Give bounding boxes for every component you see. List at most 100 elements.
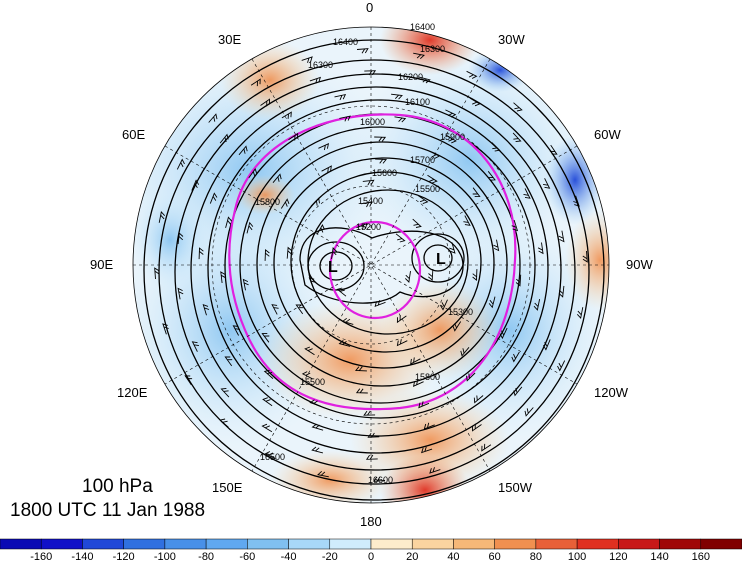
wind-barb	[355, 388, 368, 394]
wind-barb	[356, 222, 368, 230]
longitude-label-90w: 90W	[626, 257, 653, 272]
colorbar: -160 -140 -120 -100 -80 -60 -40 -20 0 20 40 60 80 100…	[0, 538, 742, 561]
contour-label: 15700	[410, 155, 435, 165]
contour-label: 16400	[333, 37, 358, 47]
wind-barb	[557, 360, 566, 372]
colorbar-tick-label: 120	[609, 551, 627, 561]
wind-barb	[440, 299, 448, 311]
colorbar-tick-label: -120	[113, 551, 135, 561]
wind-barb	[242, 278, 249, 291]
wind-barb	[162, 323, 169, 335]
longitude-label-60e: 60E	[122, 127, 146, 142]
longitude-label-60w: 60W	[594, 127, 621, 142]
low-center-marker: L	[328, 259, 338, 276]
wind-barb	[466, 372, 476, 382]
colorbar-box	[411, 538, 454, 550]
wind-barb	[391, 93, 403, 100]
wind-barb	[413, 52, 425, 60]
colorbar-tick-label: -100	[154, 551, 176, 561]
wind-barb	[176, 158, 185, 170]
wind-barb	[331, 247, 338, 259]
wind-barb	[412, 218, 422, 228]
colorbar-tick-label: 160	[692, 551, 710, 561]
wind-barb	[208, 113, 218, 123]
valid-time-label: 1800 UTC 11 Jan 1988	[10, 500, 206, 521]
wind-barb	[493, 239, 500, 252]
contour-label: 16600	[368, 475, 393, 485]
wind-barb	[260, 98, 270, 107]
wind-barb	[232, 325, 241, 336]
wind-barb	[472, 187, 481, 198]
wind-barb	[511, 219, 519, 232]
colorbar-boxes	[0, 538, 742, 550]
contour-label: 15400	[358, 196, 383, 206]
wind-barb	[295, 304, 304, 315]
graticule	[133, 27, 609, 503]
contour-label: 15800	[415, 372, 440, 382]
colorbar-box	[0, 538, 42, 550]
contour-label: 15600	[372, 168, 397, 178]
colorbar-box	[494, 538, 537, 550]
wind-barb	[410, 357, 421, 365]
wind-barb	[549, 144, 558, 155]
low-markers: L L	[328, 251, 446, 276]
wind-barb	[499, 327, 508, 340]
longitude-label-180: 180	[360, 514, 382, 529]
wind-barb	[576, 307, 584, 319]
wind-barb	[264, 451, 276, 460]
wind-barb	[271, 304, 279, 315]
wind-barb	[310, 197, 320, 207]
wind-barb	[280, 198, 290, 209]
contour-label: 16500	[260, 452, 285, 462]
wind-barb	[246, 221, 254, 234]
wind-barb	[513, 386, 523, 397]
wind-barb	[362, 179, 375, 186]
colorbar-tick-label: 100	[568, 551, 586, 561]
wind-barb	[491, 142, 501, 152]
colorbar-box	[40, 538, 83, 550]
wind-barb	[336, 287, 347, 297]
wind-barb	[396, 339, 408, 347]
wind-barb	[412, 379, 424, 387]
wind-barb	[198, 247, 204, 260]
contour-label: 16300	[420, 44, 445, 54]
wind-barb	[446, 134, 457, 144]
wind-barb	[374, 136, 387, 142]
wind-barb	[309, 76, 321, 84]
wind-barb	[250, 78, 261, 87]
wind-barb	[418, 76, 431, 84]
contour-label: 16300	[308, 60, 333, 70]
longitude-label-0: 0	[366, 0, 374, 15]
wind-barb	[264, 248, 270, 261]
wind-barb	[395, 233, 406, 243]
wind-barb	[428, 268, 434, 281]
colorbar-tick-label: 140	[650, 551, 668, 561]
wind-barb	[354, 366, 367, 372]
wind-barb	[573, 195, 580, 207]
colorbar-tick-label: 20	[406, 551, 418, 561]
wind-barb	[262, 397, 273, 407]
colorbar-box	[535, 538, 578, 550]
contour-label: 15500	[300, 377, 325, 387]
wind-barb	[308, 277, 316, 289]
colorbar-box	[659, 538, 702, 550]
wind-barb	[469, 97, 481, 107]
colorbar-box	[123, 538, 166, 550]
pressure-level-label: 100 hPa	[82, 476, 153, 497]
wind-barb	[263, 369, 274, 379]
wind-barb	[301, 371, 313, 380]
colorbar-tick-label: 0	[368, 551, 374, 561]
wind-barb	[261, 332, 270, 343]
wind-barb	[158, 211, 166, 223]
colorbar-box	[700, 538, 742, 550]
wind-barb	[427, 174, 438, 184]
wind-barb	[421, 446, 433, 454]
wind-barb	[318, 143, 330, 151]
wind-barb	[523, 188, 531, 199]
colorbar-box	[205, 538, 248, 550]
wind-barb	[524, 407, 534, 417]
wind-barb	[281, 111, 292, 119]
contour-label: 16000	[360, 117, 385, 127]
colorbar-box	[247, 538, 289, 550]
wind-barb	[184, 375, 193, 386]
